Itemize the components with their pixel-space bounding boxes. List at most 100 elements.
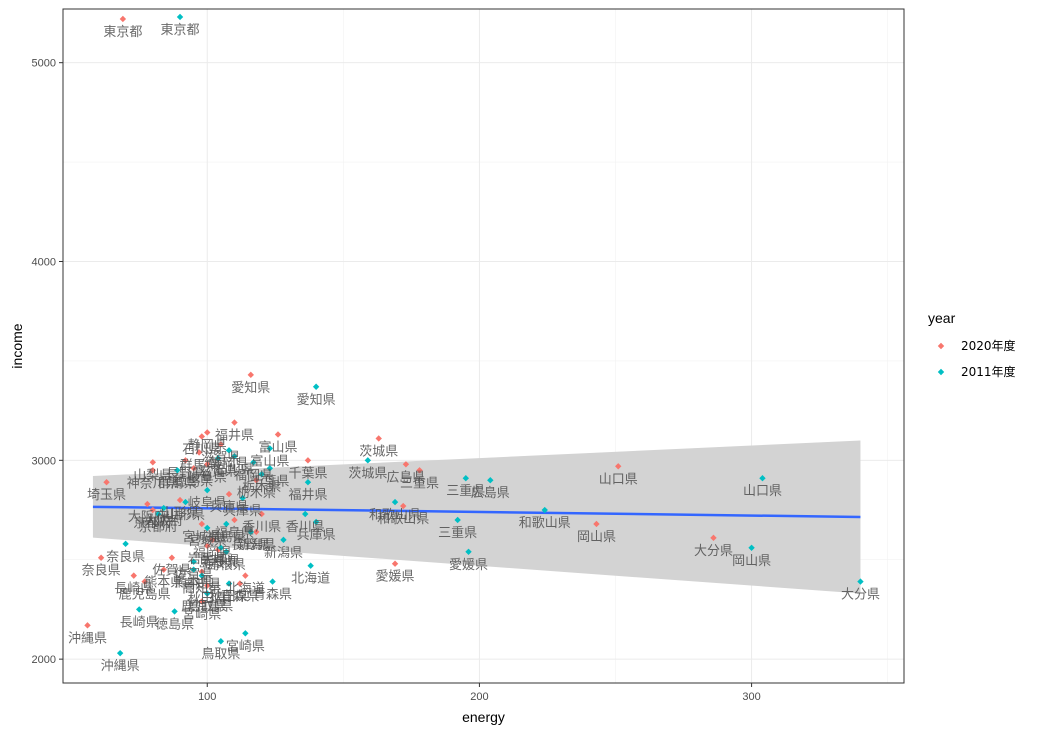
x-tick-label: 100 [198, 691, 216, 703]
point-label: 三重県 [400, 475, 439, 491]
data-point [307, 562, 314, 569]
data-point [391, 498, 399, 506]
y-tick-label: 4000 [32, 257, 56, 269]
point-label: 長崎県 [114, 582, 153, 597]
data-point [748, 544, 755, 552]
legend-key [937, 368, 945, 376]
point-label: 福岡県 [234, 468, 273, 483]
point-label: 奈良県 [82, 563, 121, 579]
point-label: 兵庫県 [223, 504, 262, 519]
data-point [242, 572, 249, 579]
data-point [223, 520, 230, 528]
data-point [304, 478, 312, 486]
point-label: 広島県 [471, 486, 510, 501]
x-axis-ticks: 100 200 300 [198, 683, 761, 703]
data-point [247, 528, 254, 536]
data-point [247, 371, 254, 379]
point-label: 茨城県 [348, 466, 387, 481]
point-label: 新潟県 [264, 545, 303, 561]
data-point [130, 572, 137, 579]
data-point [465, 548, 472, 555]
point-label: 長崎県 [120, 615, 159, 630]
point-label: 秋田県 [188, 592, 227, 607]
point-label: 山形県 [161, 506, 200, 521]
point-label: 徳島県 [174, 474, 213, 489]
legend: year 2020年度 2011年度 [928, 310, 1016, 379]
data-point [155, 510, 162, 518]
data-point [160, 504, 167, 512]
data-point [258, 510, 265, 518]
point-label: 静岡県 [188, 438, 227, 453]
data-point [182, 498, 189, 506]
legend-label: 2020年度 [961, 338, 1016, 353]
data-point [312, 518, 320, 526]
point-label: 石川県 [215, 462, 254, 477]
data-point [198, 520, 206, 528]
data-point [487, 477, 494, 484]
point-label: 滋賀県 [199, 464, 238, 479]
point-label: 宮崎県 [182, 606, 221, 622]
data-point [231, 419, 238, 426]
point-label: 和歌山県 [377, 512, 429, 527]
data-point [136, 606, 143, 613]
trend-line-layer [92, 505, 861, 519]
data-point [253, 528, 260, 536]
data-point [149, 506, 157, 514]
data-point [204, 590, 211, 597]
point-label: 沖縄県 [68, 631, 107, 646]
data-point [225, 580, 233, 587]
data-point [236, 580, 244, 587]
point-label: 群馬県 [158, 476, 197, 491]
point-label: 福井県 [288, 488, 327, 503]
point-label: 熊本県 [174, 575, 213, 591]
data-point [225, 447, 233, 454]
data-point [269, 578, 276, 585]
point-label: 鹿児島県 [181, 599, 233, 615]
data-point [615, 463, 622, 470]
panel-border [62, 8, 905, 684]
data-point [454, 516, 461, 524]
data-point [217, 638, 225, 645]
data-point [242, 630, 249, 637]
data-point [198, 598, 206, 605]
data-point [190, 566, 197, 573]
data-point [204, 582, 211, 589]
legend-key [937, 342, 945, 350]
point-label: 島根県 [207, 558, 246, 573]
data-point [253, 477, 260, 484]
point-label: 山口県 [743, 484, 782, 499]
confidence-band-layer [92, 440, 861, 594]
legend-title: year [928, 310, 956, 326]
point-label: 鳥取県 [201, 647, 240, 662]
data-point [416, 467, 423, 474]
data-point [217, 544, 225, 552]
point-label: 青森県 [253, 588, 292, 603]
data-point [116, 649, 124, 657]
y-axis-title: income [9, 323, 25, 368]
point-label: 山梨県 [133, 468, 172, 483]
point-label: 長野県 [166, 466, 205, 481]
data-point [144, 500, 151, 508]
data-point [174, 467, 181, 474]
data-point [462, 475, 470, 482]
data-point [190, 558, 197, 565]
point-label: 岩手県 [188, 552, 227, 567]
data-point [857, 578, 864, 585]
data-point [593, 520, 600, 528]
point-label: 北海道 [226, 582, 265, 597]
point-label: 島根県 [199, 556, 238, 571]
data-point [214, 455, 222, 462]
point-label: 兵庫県 [297, 528, 336, 543]
data-point [97, 554, 105, 561]
point-label: 高知県 [182, 581, 221, 597]
data-point [312, 383, 320, 390]
point-label: 沖縄県 [101, 659, 140, 674]
data-point [364, 457, 372, 464]
point-label: 栃木県 [242, 480, 281, 495]
data-point [182, 457, 189, 464]
data-point [258, 471, 265, 478]
point-label: 千葉県 [250, 474, 289, 489]
data-point [239, 494, 246, 502]
point-label: 福井県 [215, 429, 254, 444]
